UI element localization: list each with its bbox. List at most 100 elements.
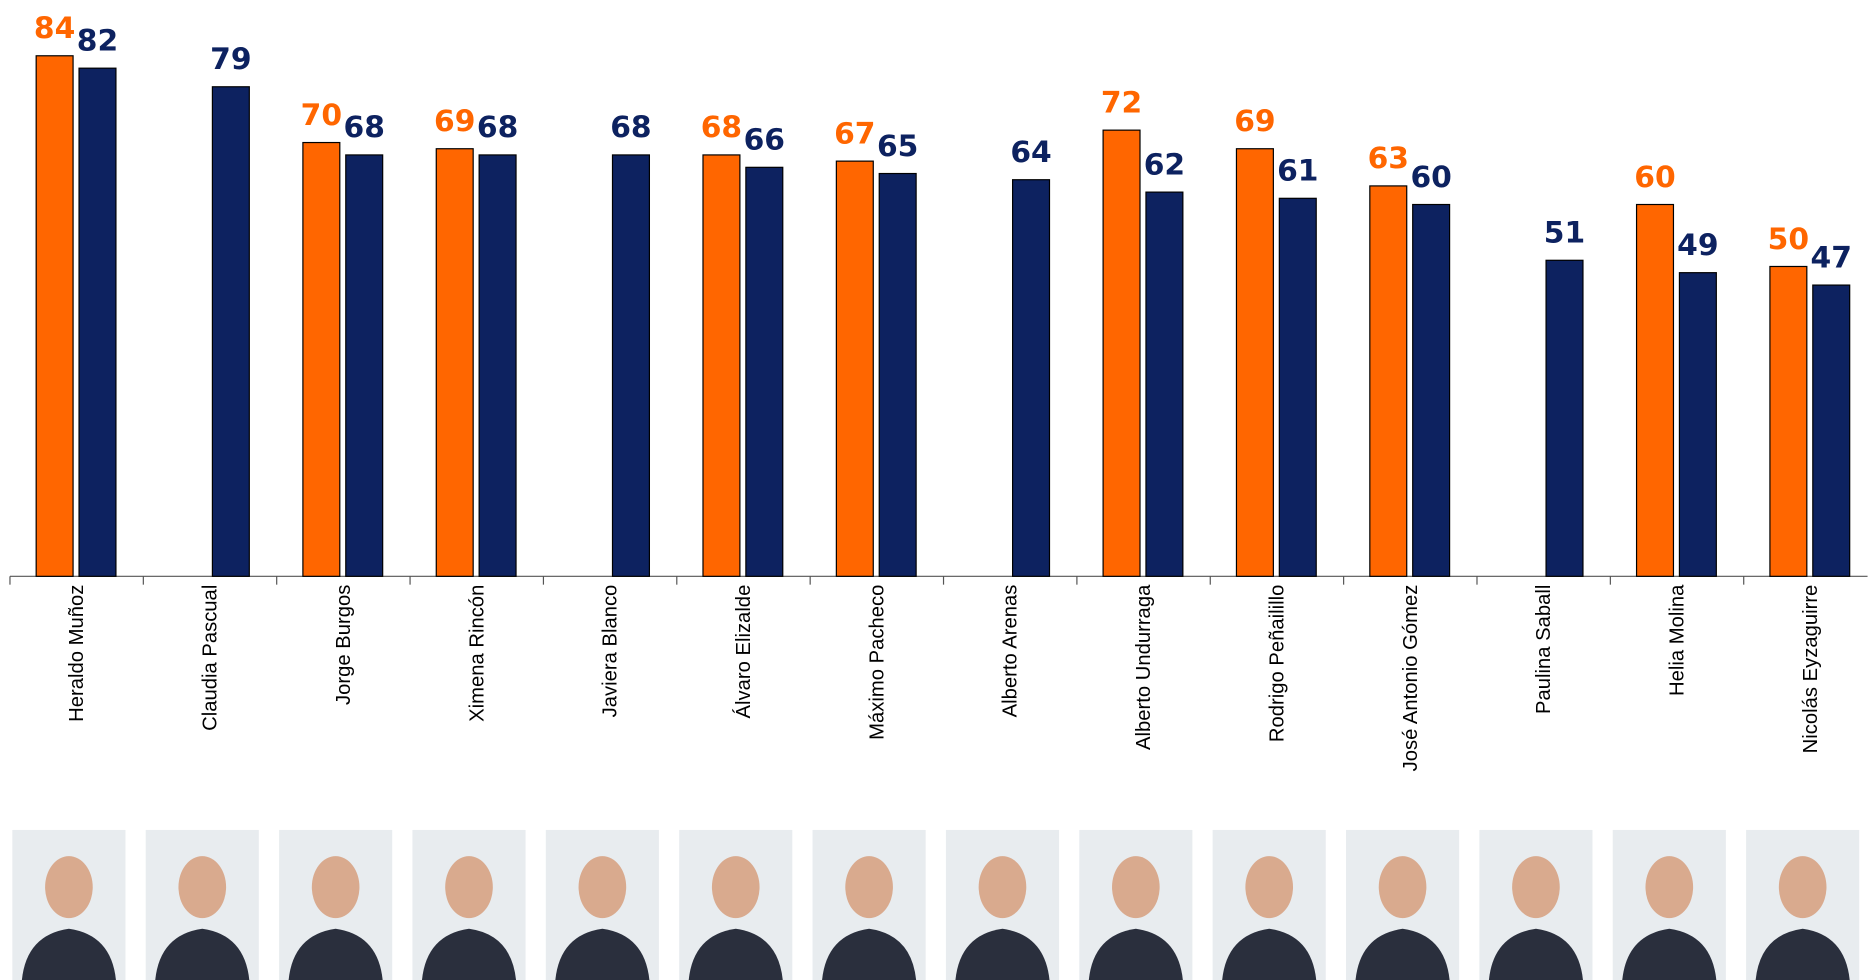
value-label: 79 — [210, 42, 251, 77]
bar — [1545, 259, 1584, 577]
portrait — [945, 829, 1060, 980]
portrait — [812, 829, 926, 980]
bar — [1145, 191, 1184, 577]
bar — [1635, 203, 1675, 577]
portrait-body — [155, 928, 250, 980]
value-label: 49 — [1677, 228, 1718, 263]
portrait — [1212, 829, 1326, 980]
value-label: 70 — [301, 98, 342, 133]
portrait-body — [688, 928, 783, 980]
x-tick-label: Paulina Saball — [1533, 585, 1555, 714]
portrait — [1346, 829, 1460, 980]
value-label: 69 — [1234, 104, 1275, 139]
bar — [345, 154, 384, 577]
bar — [611, 154, 651, 577]
x-tick-label: Helia Molina — [1667, 584, 1689, 696]
portrait — [279, 829, 393, 980]
value-label: 61 — [1277, 154, 1318, 189]
bar — [1278, 197, 1317, 577]
x-tick-label: Javiera Blanco — [600, 585, 622, 718]
portrait — [12, 829, 126, 980]
portrait-head — [445, 856, 493, 919]
portrait-head — [845, 856, 893, 919]
value-label: 72 — [1101, 85, 1142, 120]
portrait-head — [711, 856, 760, 919]
portrait-body — [1222, 928, 1317, 980]
bar — [835, 160, 874, 577]
portrait-body — [1088, 928, 1183, 980]
portrait — [545, 829, 659, 980]
portrait-body — [955, 928, 1050, 980]
portrait-head — [178, 856, 227, 919]
portrait-head — [1645, 856, 1694, 919]
portrait-body — [1488, 928, 1583, 980]
value-label: 68 — [477, 110, 518, 145]
portrait — [1079, 829, 1193, 980]
bar — [878, 172, 917, 577]
portrait-head — [1778, 856, 1827, 919]
portrait-head — [578, 856, 627, 919]
bar — [1678, 272, 1717, 577]
bar — [302, 141, 341, 577]
value-label: 51 — [1544, 216, 1585, 251]
x-tick-label: Heraldo Muñoz — [66, 585, 88, 722]
value-label: 68 — [701, 110, 742, 145]
portrait-body — [21, 928, 116, 980]
value-label: 60 — [1634, 160, 1675, 195]
x-tick-label: Alberto Arenas — [1000, 585, 1022, 718]
portrait-head — [978, 856, 1027, 919]
bar — [1812, 284, 1851, 577]
x-tick-label: Máximo Pacheco — [866, 585, 888, 740]
portrait — [679, 829, 793, 980]
x-tick-label: Rodrigo Peñailillo — [1266, 585, 1288, 742]
value-label: 60 — [1410, 160, 1451, 195]
portrait-head — [1378, 856, 1427, 919]
value-label: 50 — [1768, 222, 1809, 257]
portrait-head — [1245, 856, 1294, 919]
bar — [1412, 203, 1451, 577]
portrait — [1612, 829, 1726, 980]
value-label: 82 — [77, 23, 118, 58]
value-label: 66 — [744, 123, 785, 158]
portrait-head — [311, 856, 360, 919]
portrait — [412, 829, 526, 980]
x-tick-label: Alberto Undurraga — [1133, 584, 1155, 750]
x-tick-label: Jorge Burgos — [333, 585, 355, 705]
portrait-body — [1622, 928, 1717, 980]
bar — [78, 67, 117, 577]
bar — [1235, 148, 1274, 577]
x-tick-label: Álvaro Elizalde — [732, 585, 755, 719]
value-label: 63 — [1368, 141, 1409, 176]
value-label: 64 — [1010, 135, 1051, 170]
value-label: 67 — [834, 116, 875, 151]
value-label: 69 — [434, 104, 475, 139]
bar — [1011, 179, 1051, 577]
value-label: 47 — [1811, 240, 1852, 275]
x-tick-label: Nicolás Eyzaguirre — [1800, 585, 1822, 754]
value-label: 68 — [610, 110, 651, 145]
portrait — [145, 829, 259, 980]
portrait-body — [1755, 928, 1850, 980]
bar — [745, 166, 784, 577]
portrait-body — [822, 928, 917, 980]
x-tick-label: José Antonio Gómez — [1400, 585, 1422, 772]
bar — [211, 86, 250, 577]
portrait — [1746, 829, 1860, 980]
value-label: 65 — [877, 129, 918, 164]
bar — [35, 55, 74, 577]
portrait-head — [1112, 856, 1160, 919]
value-label: 84 — [34, 11, 75, 46]
portrait-head — [45, 856, 93, 919]
portrait-body — [288, 928, 383, 980]
portrait-head — [1512, 856, 1560, 919]
value-label: 62 — [1144, 147, 1185, 182]
portrait-body — [421, 928, 517, 980]
bar — [1102, 129, 1141, 577]
value-label: 68 — [344, 110, 385, 145]
bar — [1369, 185, 1408, 577]
bar — [435, 148, 474, 577]
portrait-body — [555, 928, 650, 980]
x-tick-label: Claudia Pascual — [200, 585, 222, 731]
portrait-body — [1355, 928, 1450, 980]
